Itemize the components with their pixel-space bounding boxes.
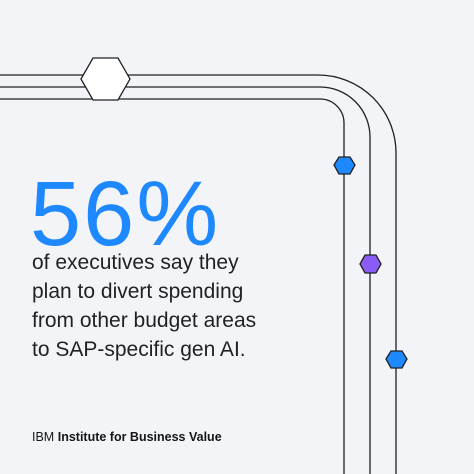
- description-line: from other budget areas: [32, 309, 257, 332]
- line-track-middle: [0, 86, 371, 474]
- description-line: plan to divert spending: [32, 280, 244, 303]
- purple-hexagon-icon: [359, 254, 382, 274]
- brand-signature: IBM Institute for Business Value: [32, 429, 222, 445]
- blue-hexagon-icon: [385, 350, 408, 369]
- blue-hexagon-icon: [333, 156, 356, 175]
- headline-description: of executives say they plan to divert sp…: [32, 248, 332, 364]
- brand-name: Institute for Business Value: [57, 430, 222, 444]
- line-track-inner: [0, 98, 345, 474]
- headline-percentage: 56%: [30, 163, 221, 265]
- brand-prefix: IBM: [32, 430, 55, 444]
- description-line: of executives say they: [32, 251, 239, 274]
- line-track-outer: [0, 74, 397, 474]
- white-hexagon-icon: [80, 57, 131, 101]
- description-line: to SAP-specific gen AI.: [32, 338, 246, 361]
